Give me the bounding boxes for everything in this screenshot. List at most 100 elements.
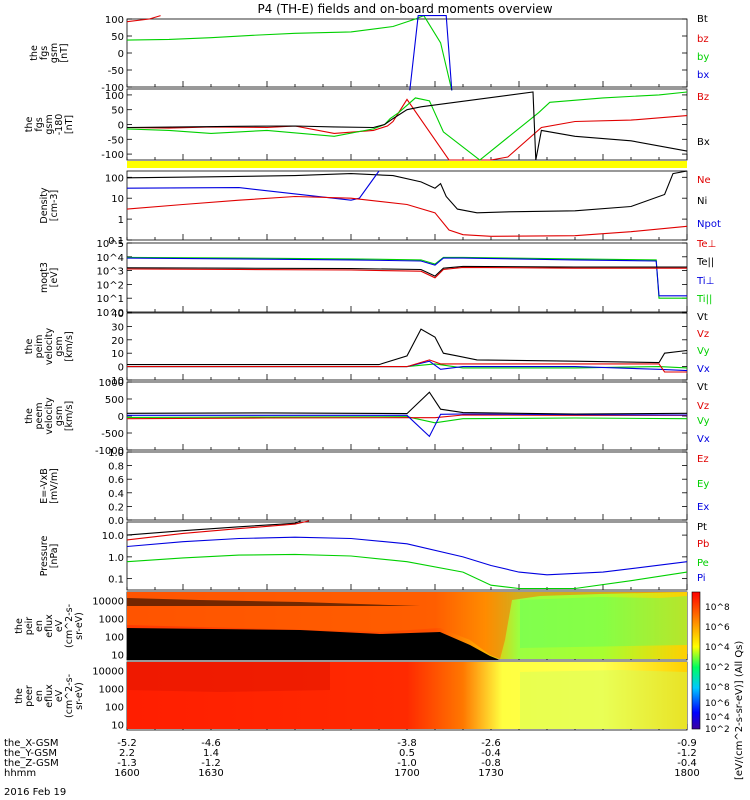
panel-1-ytick-2: 0: [118, 49, 124, 60]
panel-9-series-Pe: [126, 553, 688, 590]
panel-6-ylabel-line-1: peim: [34, 335, 45, 359]
footer-row-3-value-1: 1630: [198, 768, 223, 779]
panel-3-band: [127, 161, 687, 168]
panel-3: [127, 161, 687, 168]
panel-1-ylabel-line-1: fgs: [39, 46, 50, 60]
panel-6-legend-Vx: Vx: [697, 364, 710, 375]
footer-axis: the_X-GSM -5.2 -4.6 -3.8 -2.6 -0.9 the_Y-GSM 2.…: [4, 738, 700, 779]
panel-9-series-Pb: [126, 520, 310, 541]
footer-row-0-value-3: -2.6: [481, 738, 501, 749]
panel-10-ylabel-line-1: peir: [24, 617, 35, 636]
panel-11-ylabel-line-6: sr-eV): [74, 682, 85, 710]
panel-8-ytick-4: 0.2: [108, 502, 124, 513]
panel-2-ylabel: the fgs gsm -180 [nT]: [24, 114, 75, 136]
panel-9-legend-Pt: Pt: [697, 522, 707, 533]
panel-7-ylabel: the peem velocity gsm [km/s]: [24, 397, 75, 435]
panel-5-ylabel-line-1: [eV]: [49, 268, 60, 288]
colorbar-tick-5: 10^8: [705, 683, 730, 693]
panel-7-series-Vt: [126, 391, 688, 415]
panel-11-ylabel-line-4: eV: [54, 689, 65, 702]
panel-1-legend-bx: bx: [697, 70, 709, 81]
electron-spectrogram-dark-region: [127, 662, 330, 692]
figure-title: P4 (TH-E) fields and on-board moments ov…: [257, 2, 552, 16]
panel-4-ytick-1: 10: [111, 194, 124, 205]
panel-8-legend-Ez: Ez: [697, 454, 709, 465]
panel-4-ylabel: Density [cm-3]: [39, 187, 60, 223]
panel-7-ylabel-line-3: gsm: [54, 406, 65, 426]
panel-7: 1000 500 0 -500 -1000 the peem velocity gsm [km/s…: [24, 378, 710, 457]
panel-7-ytick-0: 1000: [99, 378, 124, 389]
panel-11-ylabel-line-0: the: [14, 688, 25, 704]
panel-9-ylabel-line-0: Pressure: [39, 536, 50, 577]
panel-2-ytick-0: 100: [105, 91, 124, 102]
panel-8: 1.0 0.8 0.6 0.4 0.2 0.0 E=-VxB [mV/m] Ez Ey Ex: [39, 448, 709, 527]
panel-8-ytick-3: 0.4: [108, 489, 124, 500]
panel-8-ytick-2: 0.6: [108, 475, 124, 486]
footer-row-label-2: the_Z-GSM: [4, 758, 59, 769]
panel-11-ytick-3: 10: [111, 721, 124, 732]
panel-7-ytick-1: 500: [105, 395, 124, 406]
panel-1-ytick-3: -50: [108, 66, 124, 77]
panel-2-legend-Bx: Bx: [697, 137, 710, 148]
panel-1-frame: [126, 18, 688, 88]
panel-8-ylabel-line-0: E=-VxB: [39, 468, 50, 503]
panel-4-legend-Ni: Ni: [697, 196, 707, 207]
panel-1-ylabel: the fgs gsm [nT]: [29, 43, 70, 63]
panel-8-legend-Ey: Ey: [697, 479, 709, 490]
panel-2-ytick-4: -100: [101, 150, 124, 161]
panel-2-ylabel-line-4: [nT]: [64, 115, 75, 134]
panel-7-legend-Vt: Vt: [697, 382, 708, 393]
colorbar-tick-2: 10^6: [705, 623, 730, 633]
panel-5: 10^5 10^4 10^3 10^2 10^1 10^0 moqt3 [eV] Te⊥ Te||…: [39, 239, 716, 319]
panel-11-ylabel-line-1: peer: [24, 685, 35, 707]
panel-6-series-Vz: [127, 359, 687, 373]
panel-8-ytick-0: 1.0: [108, 448, 124, 459]
panel-5-ylabel-line-0: moqt3: [39, 262, 50, 293]
footer-row-3-value-3: 1730: [478, 768, 503, 779]
panel-4-ytick-2: 1: [118, 215, 124, 226]
panel-10-ytick-0: 10000: [92, 597, 124, 608]
panel-4-legend-Npot: Npot: [697, 219, 721, 230]
panel-10-ylabel-line-6: sr-eV): [74, 612, 85, 640]
panel-6-series-Vt: [127, 328, 688, 366]
footer-row-0-value-4: -0.9: [677, 738, 697, 749]
colorbar-tick-8: 10^2: [705, 725, 730, 735]
panel-5-legend-Te⊥: Te⊥: [696, 239, 716, 250]
panel-11-ytick-2: 100: [105, 703, 124, 714]
panel-1-ytick-1: 50: [111, 32, 124, 43]
ion-spectrogram-green-patch: [520, 596, 687, 648]
panel-10-ytick-1: 1000: [99, 615, 124, 626]
electron-spectrogram: [127, 662, 687, 729]
panel-2-ytick-1: 50: [111, 106, 124, 117]
panel-8-ytick-1: 0.8: [108, 462, 124, 473]
colorbar-tick-7: 10^4: [705, 713, 730, 723]
panel-9-series-Pt: [126, 520, 301, 536]
panel-1-series-bz: [126, 15, 161, 23]
panel-6: 40 30 20 10 0 -10 the peim velocity gsm [km/s] Vt Vz…: [24, 309, 710, 387]
panel-5-ytick-0: 10^5: [97, 239, 124, 250]
footer-row-label-0: the_X-GSM: [4, 738, 58, 749]
panel-5-legend-Te||: Te||: [696, 257, 714, 268]
panel-5-ylabel: moqt3 [eV]: [39, 262, 60, 293]
panel-7-ylabel-line-4: [km/s]: [64, 401, 75, 431]
panel-7-ylabel-line-1: peem: [34, 403, 45, 430]
panel-7-legend-Vx: Vx: [697, 434, 710, 445]
panel-6-legend-Vt: Vt: [697, 312, 708, 323]
panel-4-series-Ni: [126, 170, 688, 214]
panel-7-ytick-4: -1000: [95, 446, 124, 457]
panel-5-legend-Ti||: Ti||: [696, 294, 712, 305]
footer-row-2-value-1: -1.2: [201, 758, 221, 769]
panel-5-series-Ti⊥: [126, 257, 687, 297]
panel-2-series-by: [126, 91, 688, 161]
panel-8-ylabel: E=-VxB [mV/m]: [39, 468, 60, 504]
panel-4-frame: [126, 170, 688, 241]
panel-8-frame: [126, 451, 688, 521]
panel-9-ylabel-line-1: [nPa]: [49, 544, 60, 569]
panel-8-ylabel-line-1: [mV/m]: [49, 468, 60, 504]
panel-8-legend-Ex: Ex: [697, 502, 709, 513]
panel-1-ylabel-line-3: [nT]: [59, 43, 70, 62]
colorbar-tick-6: 10^6: [705, 699, 730, 709]
footer-row-1-value-1: 1.4: [203, 748, 219, 759]
panel-8-ytick-5: 0.0: [108, 516, 124, 527]
